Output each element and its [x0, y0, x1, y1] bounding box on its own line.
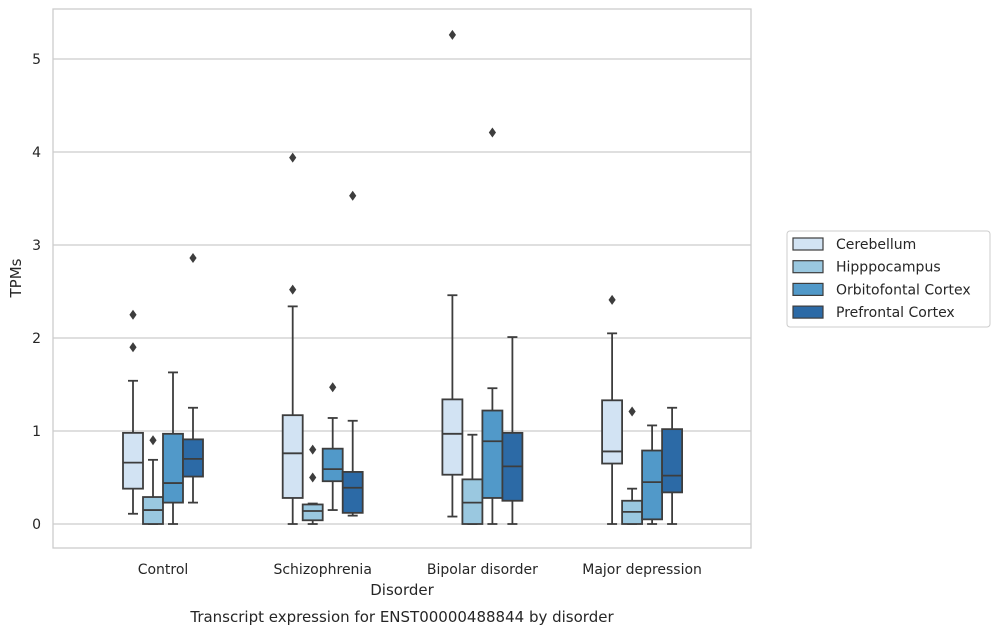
box-body	[301, 503, 324, 522]
box-body	[122, 431, 144, 490]
box-body	[341, 471, 364, 514]
legend: Cerebellum Hipppocampus Orbitofontal Corte…	[786, 230, 991, 328]
box-2-3	[501, 336, 524, 525]
legend-label: Hipppocampus	[836, 260, 941, 276]
box-body	[281, 414, 304, 499]
x-tick-label: Bipolar disorder	[427, 562, 538, 578]
box-body	[321, 447, 344, 483]
box-body	[461, 478, 484, 525]
legend-label: Cerebellum	[836, 237, 916, 253]
outlier-point	[189, 253, 197, 264]
x-tick-label: Schizophrenia	[273, 562, 371, 578]
y-axis-ticks: 0 1 2 3 4 5	[32, 52, 41, 533]
plot-area-frame	[52, 8, 752, 549]
legend-frame	[786, 230, 991, 328]
outlier-point	[628, 406, 636, 417]
outlier-point	[608, 294, 616, 305]
outlier-point	[488, 127, 496, 138]
outlier-point	[309, 472, 317, 483]
x-axis-ticks: Control Schizophrenia Bipolar disorder Majo…	[138, 562, 702, 578]
outlier-point	[129, 342, 137, 353]
box-0-3	[182, 253, 204, 504]
box-body	[481, 409, 504, 499]
boxes	[122, 29, 683, 525]
outlier-point	[289, 152, 297, 163]
box-2-0	[441, 29, 464, 518]
y-tick-label: 3	[32, 238, 41, 254]
box-body	[162, 432, 184, 504]
box-1-2	[321, 382, 344, 511]
box-1-1	[301, 444, 324, 525]
y-tick-label: 1	[32, 424, 41, 440]
y-tick-label: 4	[32, 145, 41, 161]
legend-swatch	[792, 305, 824, 319]
legend-swatch	[792, 282, 824, 296]
box-0-1	[142, 435, 164, 525]
box-2-2	[481, 127, 504, 525]
y-tick-label: 5	[32, 52, 41, 68]
box-2-1	[461, 433, 484, 525]
legend-item: Cerebellum	[792, 237, 916, 253]
y-tick-label: 2	[32, 331, 41, 347]
outlier-point	[129, 309, 137, 320]
legend-item: Orbitofontal Cortex	[792, 282, 971, 298]
y-tick-label: 0	[32, 517, 41, 533]
box-0-0	[122, 309, 144, 515]
legend-label: Prefrontal Cortex	[836, 305, 955, 321]
outlier-point	[448, 29, 456, 40]
chart-title: Transcript expression for ENST0000048884…	[189, 608, 614, 626]
box-body	[601, 399, 623, 465]
box-body	[441, 398, 464, 476]
legend-item: Prefrontal Cortex	[792, 305, 955, 321]
legend-swatch	[792, 237, 824, 251]
outlier-point	[149, 435, 157, 446]
box-3-0	[601, 294, 623, 525]
x-tick-label: Control	[138, 562, 189, 578]
box-1-3	[341, 190, 364, 517]
legend-item: Hipppocampus	[792, 260, 941, 276]
y-axis-label: TPMs	[7, 258, 25, 298]
box-body	[661, 428, 683, 494]
x-tick-label: Major depression	[582, 562, 702, 578]
outlier-point	[329, 382, 337, 393]
box-1-0	[281, 152, 304, 525]
outlier-point	[289, 284, 297, 295]
legend-label: Orbitofontal Cortex	[836, 282, 971, 298]
outlier-point	[309, 444, 317, 455]
box-3-3	[661, 406, 683, 525]
box-3-1	[621, 406, 643, 525]
x-axis-label: Disorder	[370, 581, 434, 599]
box-body	[182, 438, 204, 478]
outlier-point	[349, 190, 357, 201]
box-body	[641, 449, 663, 521]
legend-swatch	[792, 260, 824, 274]
